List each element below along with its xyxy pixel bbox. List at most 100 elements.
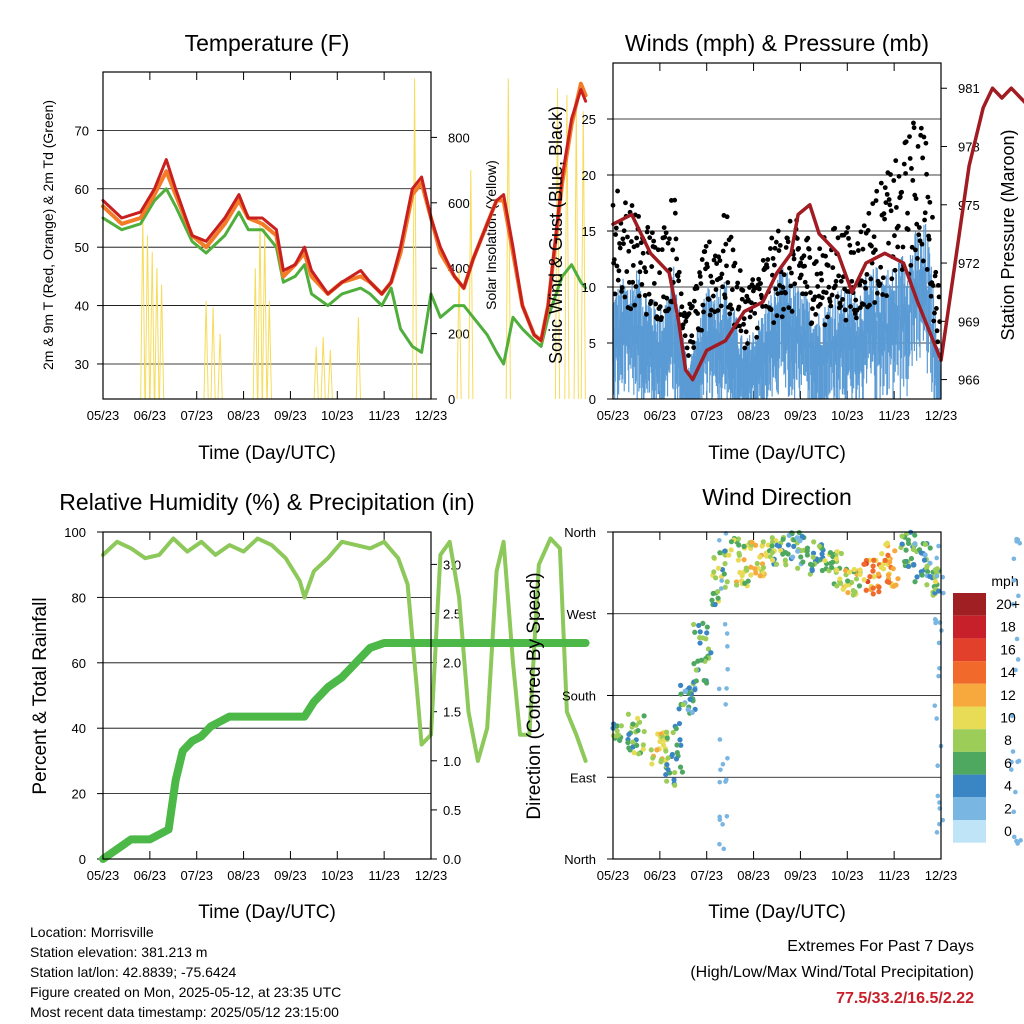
direction-point [932,567,938,573]
gust-point [792,281,798,287]
extremes-title: Extremes For Past 7 Days [787,938,974,955]
gust-point [771,320,777,326]
winds-title: Winds (mph) & Pressure (mb) [625,30,929,56]
direction-point [933,618,939,623]
direction-point [654,747,660,753]
gust-point [896,173,902,179]
gust-point [716,254,722,260]
y2-tick-label: 1.5 [443,705,461,720]
direction-point [704,624,710,630]
direction-point [895,576,901,582]
x-tick-label: 05/23 [87,408,120,423]
gust-point [764,264,770,270]
gust-point [640,250,646,256]
gust-point [697,270,702,275]
direction-point [849,579,855,586]
gust-point [817,301,823,307]
legend-label: 12 [1000,687,1016,703]
direction-point [845,578,851,584]
legend-swatch [953,820,986,843]
gust-point [745,341,750,346]
gust-point [873,247,878,253]
gust-point [707,239,712,245]
gust-point [732,260,738,266]
solar-peak [217,333,223,400]
gust-point [771,262,777,268]
humidity-xlabel: Time (Day/UTC) [198,902,336,923]
gust-point [883,200,889,205]
gust-point [673,236,679,242]
direction-point [1015,657,1021,662]
plot-frame [102,71,432,400]
gust-point [750,277,756,283]
direction-point [780,551,786,557]
direction-point [726,552,732,558]
gust-point [814,271,820,277]
direction-point [663,771,669,778]
x-tick-label: 05/23 [597,408,630,423]
humidity-ylabel: Percent & Total Rainfall [30,597,51,794]
gust-point [616,268,622,274]
gust-point [924,267,930,272]
gust-point [830,265,836,271]
gust-point [849,278,855,284]
gust-point [686,353,691,358]
direction-point [870,591,876,597]
gust-point [802,263,807,269]
direction-point [789,530,795,536]
gust-point [826,284,832,290]
direction-point [757,573,763,579]
direction-point [715,589,721,595]
gust-point [921,134,927,140]
gust-point [776,248,782,253]
gust-point [914,256,920,261]
direction-point [912,579,918,585]
gust-point [919,241,925,247]
gust-point [925,194,931,200]
direction-point [927,545,933,551]
gust-point [786,305,792,311]
gust-point [682,333,688,339]
direction-point [635,751,642,757]
direction-point [724,631,730,636]
x-tick-label: 09/23 [784,868,817,883]
gust-point [934,306,939,311]
gust-point [666,306,672,312]
direction-point [717,550,723,556]
solar-peak [313,346,319,400]
gust-point [632,302,638,308]
gust-point [701,309,706,315]
direction-point [834,567,840,573]
station-info: Location: Morrisville Station elevation:… [30,922,341,1022]
gust-point [715,308,721,313]
legend-swatch [953,638,986,662]
solar-peak [266,300,272,400]
station-location: Location: Morrisville [30,924,154,940]
legend-swatch [953,774,986,798]
gust-point [621,228,627,234]
gust-point [719,271,725,277]
direction-point [641,728,647,735]
direction-point [902,559,908,565]
x-tick-label: 07/23 [690,408,723,423]
gust-point [722,295,728,301]
x-tick-label: 09/23 [274,408,307,423]
direction-point [717,814,722,820]
gust-point [686,311,692,317]
direction-point [1011,809,1017,815]
gust-point [630,279,636,285]
direction-point [899,533,905,539]
gust-point [878,180,884,186]
gust-point [613,225,619,231]
direction-point [936,673,941,679]
direction-point [794,535,800,541]
gust-point [858,229,864,235]
direction-point [887,559,893,565]
direction-point [892,548,898,554]
gust-point [754,325,760,331]
y-tick-label: 0 [589,392,596,407]
solar-peak [144,235,151,400]
gust-point [736,304,742,310]
gust-point [720,248,726,254]
gust-point [881,211,887,217]
